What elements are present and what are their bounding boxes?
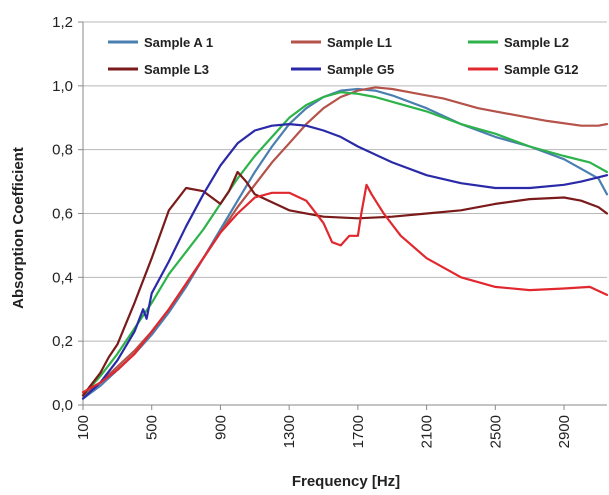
y-tick-label-6: 1,2: [52, 14, 73, 31]
y-tick-labels: 0,0 0,2 0,4 0,6 0,8 1,0 1,2: [52, 14, 73, 414]
series-line-2: [83, 92, 607, 395]
y-tick-label-1: 0,2: [52, 333, 73, 350]
series-lines: [83, 87, 607, 398]
x-tick-label-4: 1700: [350, 415, 367, 448]
legend-label-4: Sample G5: [327, 62, 394, 77]
x-tick-label-7: 2900: [556, 415, 573, 448]
y-tick-label-5: 1,0: [52, 78, 73, 95]
y-tick-label-3: 0,6: [52, 206, 73, 223]
x-tick-label-3: 1300: [281, 415, 298, 448]
y-tick-label-0: 0,0: [52, 397, 73, 414]
legend-label-2: Sample L2: [504, 35, 569, 50]
y-tick-label-2: 0,4: [52, 269, 73, 286]
legend-label-0: Sample A 1: [144, 35, 213, 50]
y-axis-title: Absorption Coefficient: [10, 147, 27, 309]
legend: Sample A 1 Sample L1 Sample L2 Sample L3 Sam…: [108, 35, 578, 77]
x-tick-labels: 100 500 900 1300 1700 2100 2500 2900: [75, 415, 573, 448]
x-tick-label-0: 100: [75, 415, 92, 440]
axes: [78, 22, 607, 410]
legend-label-3: Sample L3: [144, 62, 209, 77]
x-tick-label-5: 2100: [419, 415, 436, 448]
series-line-0: [83, 89, 607, 399]
x-axis-title: Frequency [Hz]: [292, 473, 400, 490]
series-line-5: [83, 185, 607, 392]
x-tick-label-2: 900: [212, 415, 229, 440]
series-line-4: [83, 124, 607, 399]
series-line-3: [83, 172, 607, 395]
x-tick-label-6: 2500: [487, 415, 504, 448]
legend-label-1: Sample L1: [327, 35, 392, 50]
y-tick-label-4: 0,8: [52, 142, 73, 159]
legend-label-5: Sample G12: [504, 62, 578, 77]
x-tick-label-1: 500: [144, 415, 161, 440]
